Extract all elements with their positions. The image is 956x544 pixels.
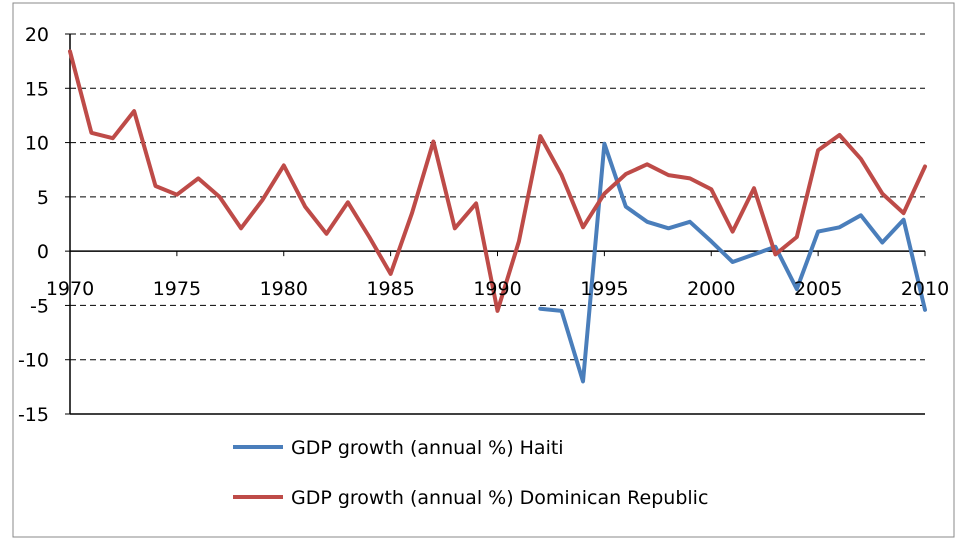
x-tick-label: 2005 [794, 278, 842, 300]
y-tick-label: -5 [30, 295, 49, 317]
x-tick-label: 1985 [366, 278, 414, 300]
y-tick-label: 20 [25, 24, 49, 46]
y-tick-label: -10 [18, 350, 49, 372]
y-tick-label: 5 [37, 187, 49, 209]
x-tick-label: 1970 [46, 278, 94, 300]
y-tick-label: -15 [18, 404, 49, 426]
legend-label-haiti: GDP growth (annual %) Haiti [291, 437, 564, 459]
y-tick-label: 10 [25, 133, 49, 155]
y-tick-label: 15 [25, 78, 49, 100]
series-line-dominican-republic [68, 49, 927, 313]
x-tick-label: 2000 [687, 278, 735, 300]
grid-lines [70, 33, 925, 361]
series-lines [68, 49, 927, 384]
x-tick-label: 1990 [473, 278, 521, 300]
legend-label-dominican-republic: GDP growth (annual %) Dominican Republic [291, 487, 708, 509]
series-line-haiti [538, 141, 927, 384]
x-tick-label: 1995 [580, 278, 628, 300]
x-tick-label: 1975 [153, 278, 201, 300]
y-tick-label: 0 [37, 241, 49, 263]
chart-frame [12, 2, 955, 538]
legend: GDP growth (annual %) Haiti GDP growth (… [233, 437, 708, 509]
tick-labels: 20 15 10 5 0 -5 -10 -15 1970 1975 1980 1985 1990 1995… [18, 24, 949, 426]
x-tick-label: 1980 [260, 278, 308, 300]
x-tick-label: 2010 [901, 278, 949, 300]
